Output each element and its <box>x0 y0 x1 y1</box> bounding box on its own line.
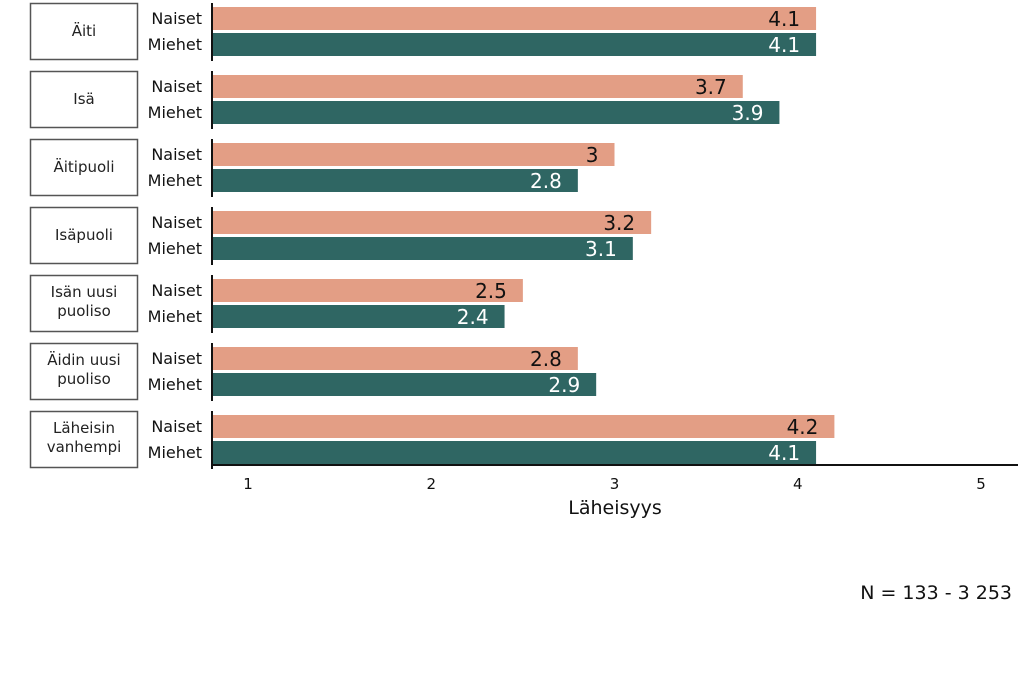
series-label-miehet: Miehet <box>148 375 202 394</box>
series-label-naiset: Naiset <box>151 213 202 232</box>
category-box <box>29 410 139 469</box>
category-group: Läheisin vanhempi Naiset 4.2 Miehet 4.1 <box>29 410 835 469</box>
bar-naiset <box>213 279 523 302</box>
data-label: 2.5 <box>475 279 507 303</box>
category-group: Äitipuoli Naiset 3 Miehet 2.8 <box>29 138 615 197</box>
bar-miehet <box>213 305 505 328</box>
series-label-naiset: Naiset <box>151 417 202 436</box>
series-label-miehet: Miehet <box>148 307 202 326</box>
series-label-miehet: Miehet <box>148 171 202 190</box>
series-label-miehet: Miehet <box>148 35 202 54</box>
category-box <box>29 2 139 61</box>
data-label: 2.8 <box>530 347 562 371</box>
series-label-naiset: Naiset <box>151 77 202 96</box>
bar-naiset <box>213 75 743 98</box>
data-label: 4.2 <box>787 415 819 439</box>
bar-miehet <box>213 373 597 396</box>
category-group: Äidin uusi puoliso Naiset 2.8 Miehet 2.9 <box>29 342 597 401</box>
category-label: Läheisin vanhempi <box>47 419 122 456</box>
data-label: 3.2 <box>603 211 635 235</box>
category-label: Isäpuoli <box>55 226 113 244</box>
data-label: 2.8 <box>530 169 562 193</box>
category-group: Isän uusi puoliso Naiset 2.5 Miehet 2.4 <box>29 274 523 333</box>
category-box <box>29 70 139 129</box>
bar-miehet <box>213 169 578 192</box>
series-label-miehet: Miehet <box>148 443 202 462</box>
bar-miehet <box>213 441 817 464</box>
x-tick-label: 4 <box>793 475 803 493</box>
bar-miehet <box>213 237 633 260</box>
bar-naiset <box>213 143 615 166</box>
category-group: Isäpuoli Naiset 3.2 Miehet 3.1 <box>29 206 652 265</box>
data-label: 2.9 <box>548 373 580 397</box>
series-label-miehet: Miehet <box>148 103 202 122</box>
series-label-naiset: Naiset <box>151 349 202 368</box>
bar-naiset <box>213 211 652 234</box>
bar-naiset <box>213 415 835 438</box>
data-label: 4.1 <box>768 7 800 31</box>
data-label: 4.1 <box>768 33 800 57</box>
data-label: 3 <box>586 143 599 167</box>
data-label: 3.7 <box>695 75 727 99</box>
x-tick-label: 2 <box>426 475 436 493</box>
category-group: Isä Naiset 3.7 Miehet 3.9 <box>29 70 780 129</box>
category-label: Isän uusi puoliso <box>51 283 118 320</box>
x-axis-label: Läheisyys <box>568 497 662 519</box>
data-label: 4.1 <box>768 441 800 465</box>
x-tick-label: 3 <box>610 475 620 493</box>
category-label: Äiti <box>72 21 96 40</box>
category-label: Äidin uusi puoliso <box>47 350 120 388</box>
bar-naiset <box>213 7 817 30</box>
category-label: Äitipuoli <box>53 157 114 176</box>
category-box <box>29 206 139 265</box>
series-label-naiset: Naiset <box>151 145 202 164</box>
sample-size-annotation: N = 133 - 3 253 <box>860 582 1012 604</box>
bar-naiset <box>213 347 578 370</box>
category-box <box>29 274 139 333</box>
series-label-naiset: Naiset <box>151 9 202 28</box>
x-tick-label: 1 <box>243 475 253 493</box>
category-box <box>29 138 139 197</box>
bar-miehet <box>213 101 780 124</box>
data-label: 3.1 <box>585 237 617 261</box>
data-label: 3.9 <box>732 101 764 125</box>
bar-miehet <box>213 33 817 56</box>
series-label-miehet: Miehet <box>148 239 202 258</box>
x-tick-label: 5 <box>976 475 986 493</box>
category-label: Isä <box>73 90 94 108</box>
category-group: Äiti Naiset 4.1 Miehet 4.1 <box>29 2 817 61</box>
series-label-naiset: Naiset <box>151 281 202 300</box>
category-box <box>29 342 139 401</box>
data-label: 2.4 <box>457 305 489 329</box>
